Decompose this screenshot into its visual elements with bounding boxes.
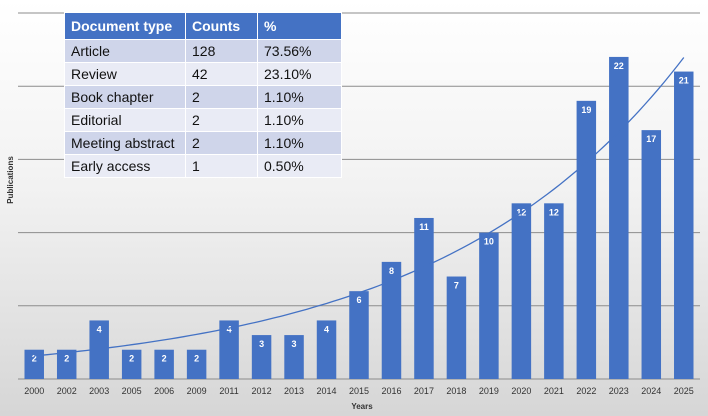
bar [511, 203, 532, 379]
x-tick-labels: 2000 2002 2003 2005 2006 2009 2011 2012 2013 2014… [24, 386, 694, 396]
bar [121, 349, 142, 379]
bar-value-label: 2 [194, 354, 199, 364]
x-tick-label: 2006 [154, 386, 174, 396]
cell-document-type: Article [64, 39, 186, 63]
x-tick-label: 2020 [511, 386, 531, 396]
trendline [34, 57, 685, 357]
bar-value-label: 4 [227, 324, 232, 334]
bar-value-label: 4 [324, 324, 329, 334]
bar-value-label: 21 [679, 76, 689, 86]
x-tick-label: 2015 [349, 386, 369, 396]
cell-percent: 1.10% [257, 131, 342, 155]
table-row: Review 42 23.10% [64, 62, 342, 86]
bar-value-label: 6 [356, 295, 361, 305]
x-tick-label: 2003 [89, 386, 109, 396]
cell-percent: 1.10% [257, 85, 342, 109]
bars [24, 56, 694, 380]
x-tick-label: 2013 [284, 386, 304, 396]
bar-value-label: 7 [454, 281, 459, 291]
cell-count: 2 [185, 131, 258, 155]
x-axis-title: Years [351, 402, 373, 411]
bar [284, 335, 304, 379]
cell-percent: 23.10% [257, 62, 342, 86]
cell-percent: 73.56% [257, 39, 342, 63]
x-tick-label: 2019 [479, 386, 499, 396]
bar-value-label: 4 [97, 324, 102, 334]
bar [576, 100, 597, 379]
bar [24, 349, 44, 379]
x-tick-label: 2011 [219, 386, 238, 396]
bar [446, 276, 467, 379]
x-tick-label: 2000 [24, 386, 44, 396]
x-tick-label: 2002 [57, 386, 77, 396]
bar [186, 349, 207, 379]
bar-value-label: 19 [581, 105, 591, 115]
bar [641, 130, 662, 379]
bar-value-label: 2 [162, 354, 167, 364]
table-row: Article 128 73.56% [64, 39, 342, 63]
bar-value-label: 12 [549, 207, 559, 217]
x-tick-label: 2014 [317, 386, 337, 396]
bar-value-label: 2 [64, 354, 69, 364]
x-tick-label: 2017 [414, 386, 434, 396]
bar-value-label: 10 [484, 237, 494, 247]
bar [674, 71, 694, 379]
x-tick-label: 2024 [641, 386, 661, 396]
cell-count: 2 [185, 85, 258, 109]
bar [381, 261, 402, 379]
bar [414, 217, 434, 379]
x-tick-label: 2023 [609, 386, 629, 396]
header-percent: % [257, 12, 342, 40]
bar [154, 349, 174, 379]
bar-value-label: 8 [389, 266, 394, 276]
x-tick-label: 2018 [446, 386, 466, 396]
x-tick-label: 2012 [252, 386, 272, 396]
cell-document-type: Early access [64, 154, 186, 178]
cell-percent: 0.50% [257, 154, 342, 178]
x-tick-label: 2005 [122, 386, 142, 396]
cell-count: 2 [185, 108, 258, 132]
bar-value-label: 2 [32, 354, 37, 364]
table-row: Editorial 2 1.10% [64, 108, 342, 132]
header-counts: Counts [185, 12, 258, 40]
table-row: Book chapter 2 1.10% [64, 85, 342, 109]
bar-value-label: 17 [646, 134, 656, 144]
bar [89, 320, 109, 379]
table-row: Early access 1 0.50% [64, 154, 342, 178]
bar-value-label: 3 [292, 339, 297, 349]
cell-document-type: Meeting abstract [64, 131, 186, 155]
cell-document-type: Editorial [64, 108, 186, 132]
y-axis-title: Publications [6, 156, 15, 204]
bar [316, 320, 337, 379]
bar-value-label: 22 [614, 61, 624, 71]
header-document-type: Document type [64, 12, 186, 40]
x-tick-label: 2022 [576, 386, 596, 396]
cell-document-type: Book chapter [64, 85, 186, 109]
cell-percent: 1.10% [257, 108, 342, 132]
bar [544, 203, 564, 379]
document-type-table: Document type Counts % Article 128 73.56… [64, 12, 342, 178]
bar-value-label: 2 [129, 354, 134, 364]
cell-document-type: Review [64, 62, 186, 86]
bar-value-label: 11 [419, 222, 429, 232]
x-tick-label: 2021 [544, 386, 564, 396]
cell-count: 128 [185, 39, 258, 63]
table-row: Meeting abstract 2 1.10% [64, 131, 342, 155]
x-tick-label: 2009 [187, 386, 207, 396]
bar-value-label: 3 [259, 339, 264, 349]
bar [609, 56, 629, 380]
x-tick-label: 2025 [674, 386, 694, 396]
bar [349, 291, 369, 379]
bar [56, 349, 77, 379]
cell-count: 42 [185, 62, 258, 86]
bar [479, 232, 499, 379]
table-header-row: Document type Counts % [64, 12, 342, 40]
cell-count: 1 [185, 154, 258, 178]
x-tick-label: 2016 [381, 386, 401, 396]
bar [219, 320, 239, 379]
bar [251, 335, 272, 379]
